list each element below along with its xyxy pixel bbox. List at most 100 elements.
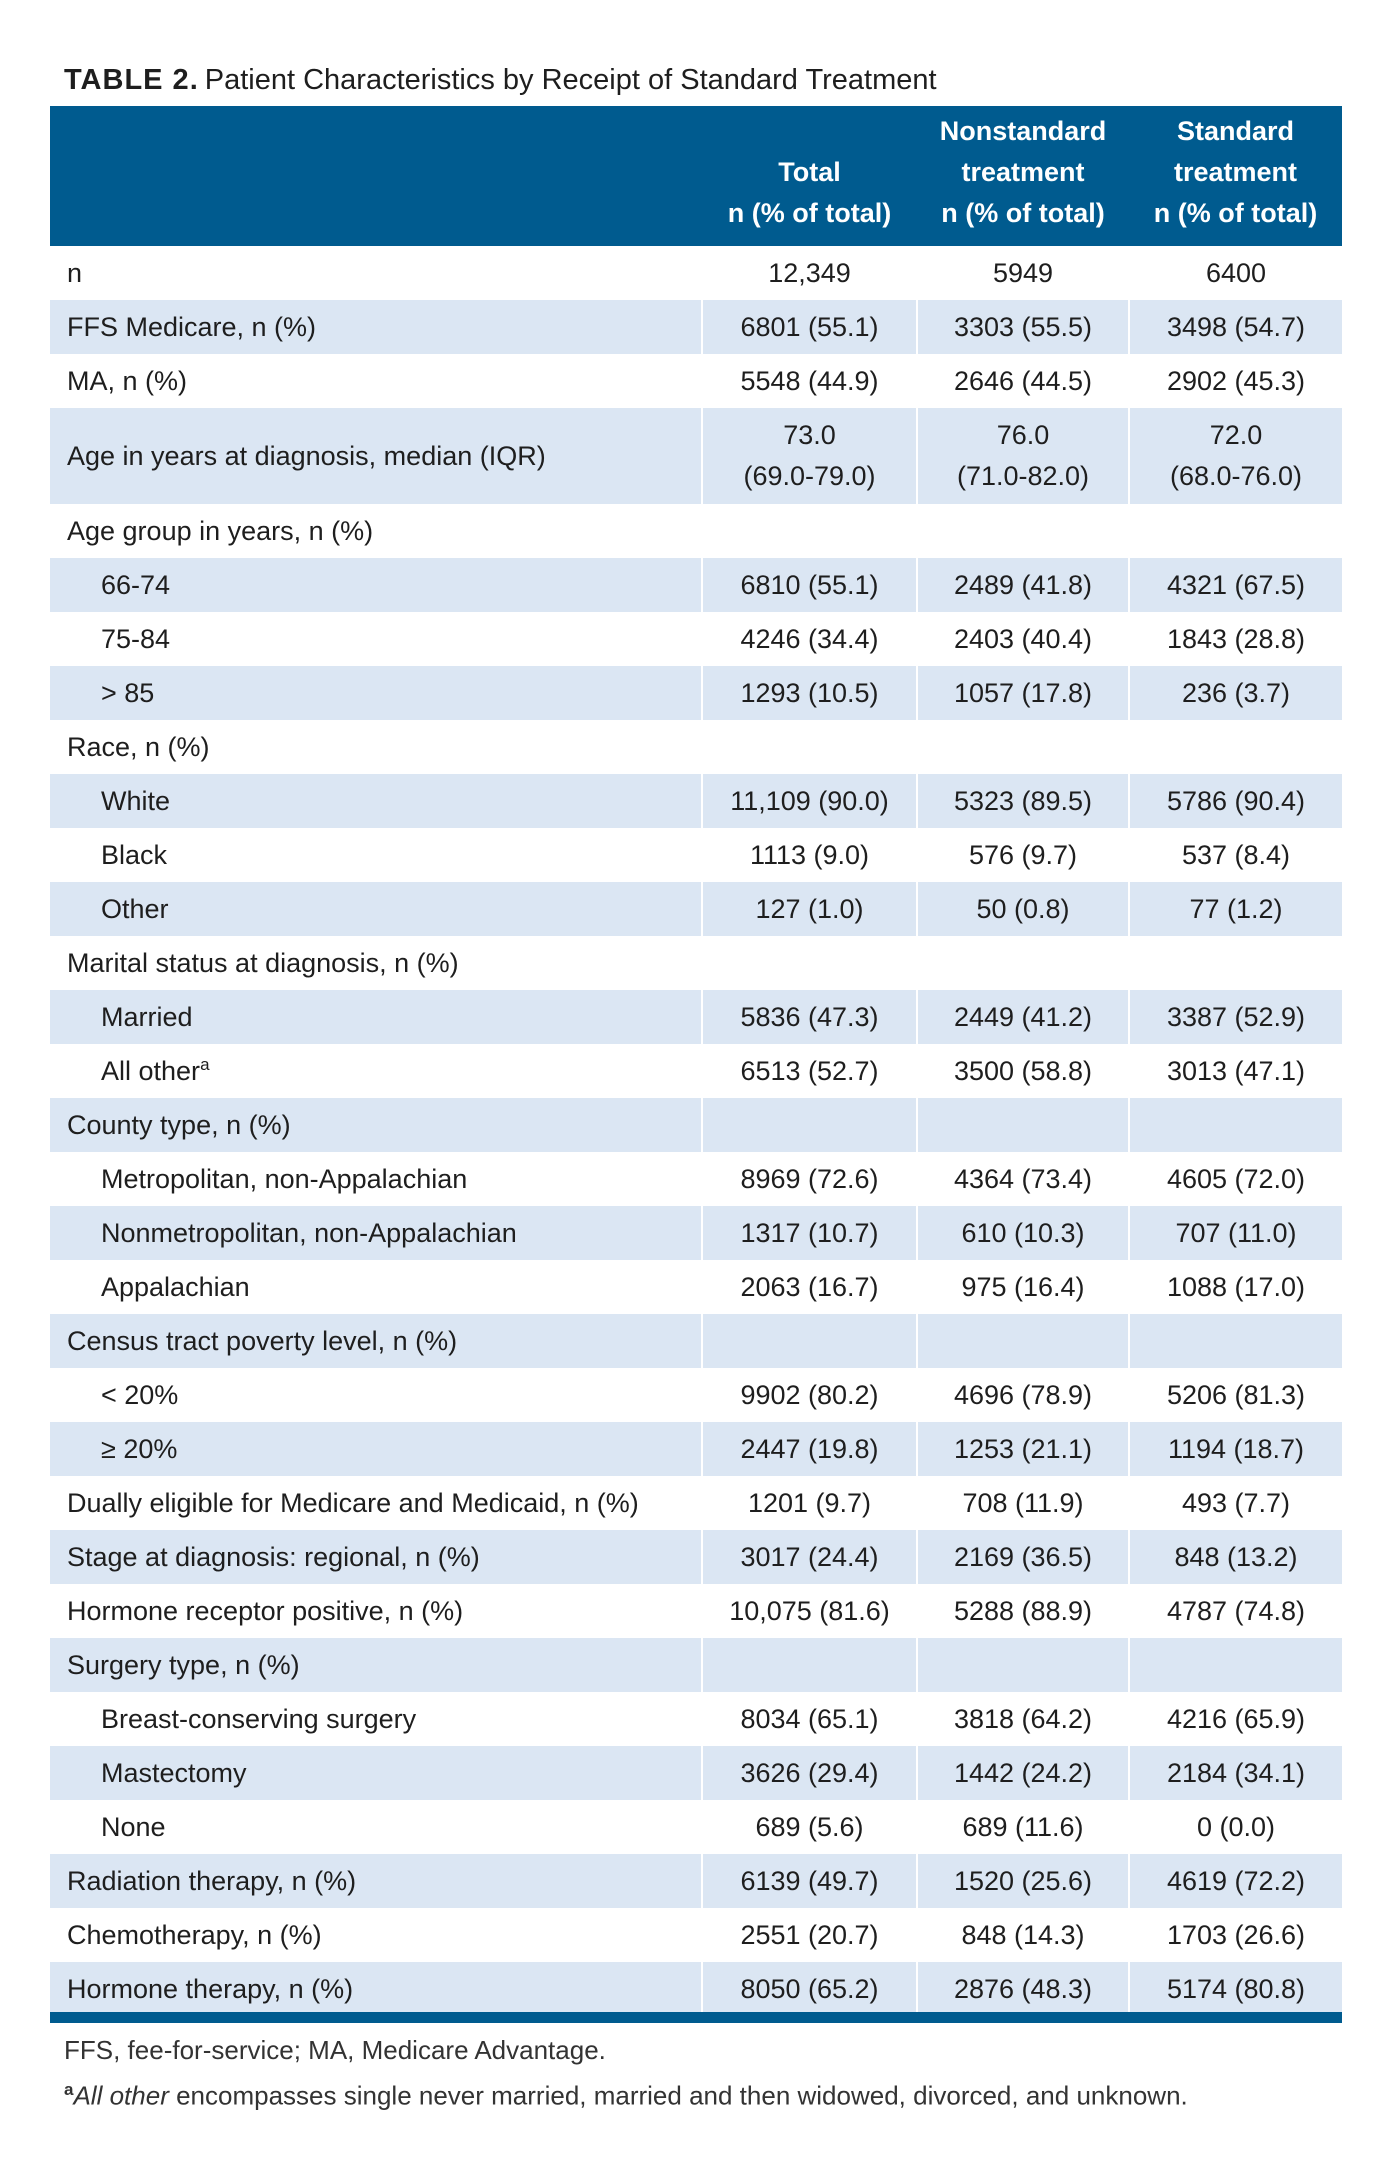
cell-standard bbox=[1128, 936, 1342, 990]
cell-total: 3017 (24.4) bbox=[701, 1530, 917, 1584]
cell-nonstandard: 975 (16.4) bbox=[916, 1260, 1129, 1314]
header-row: Total n (% of total) Nonstandard treatment n… bbox=[50, 106, 1342, 246]
row-label: Hormone therapy, n (%) bbox=[50, 1962, 702, 2016]
row-label: None bbox=[50, 1800, 702, 1854]
cell-standard: 707 (11.0) bbox=[1128, 1206, 1342, 1260]
cell-standard: 1194 (18.7) bbox=[1128, 1422, 1342, 1476]
cell-total: 8034 (65.1) bbox=[701, 1692, 917, 1746]
cell-total: 6513 (52.7) bbox=[701, 1044, 917, 1098]
cell-standard: 0 (0.0) bbox=[1128, 1800, 1342, 1854]
cell-standard: 5174 (80.8) bbox=[1128, 1962, 1342, 2016]
row-label: Breast-conserving surgery bbox=[50, 1692, 702, 1746]
cell-nonstandard: 1253 (21.1) bbox=[916, 1422, 1129, 1476]
cell-nonstandard: 5323 (89.5) bbox=[916, 774, 1129, 828]
table-row: Hormone therapy, n (%) 8050 (65.2) 2876 (4… bbox=[50, 1962, 1342, 2016]
cell-nonstandard: 1442 (24.2) bbox=[916, 1746, 1129, 1800]
cell-standard: 5206 (81.3) bbox=[1128, 1368, 1342, 1422]
row-label: Stage at diagnosis: regional, n (%) bbox=[50, 1530, 702, 1584]
table-row: Stage at diagnosis: regional, n (%) 3017 … bbox=[50, 1530, 1342, 1584]
cell-total: 8969 (72.6) bbox=[701, 1152, 917, 1206]
table-row: County type, n (%) bbox=[50, 1098, 1342, 1152]
cell-total bbox=[701, 720, 917, 774]
cell-standard: 3387 (52.9) bbox=[1128, 990, 1342, 1044]
cell-nonstandard: 4364 (73.4) bbox=[916, 1152, 1129, 1206]
cell-total bbox=[701, 1638, 917, 1692]
cell-nonstandard: 2646 (44.5) bbox=[916, 354, 1129, 408]
table-row: Black 1113 (9.0) 576 (9.7) 537 (8.4) bbox=[50, 828, 1342, 882]
table-row: All othera 6513 (52.7) 3500 (58.8) 3013 (47… bbox=[50, 1044, 1342, 1098]
cell-total: 3626 (29.4) bbox=[701, 1746, 917, 1800]
cell-standard: 4605 (72.0) bbox=[1128, 1152, 1342, 1206]
cell-total bbox=[701, 1098, 917, 1152]
row-label-text: Married bbox=[101, 1001, 193, 1032]
footnote-italic-term: All other bbox=[73, 2080, 169, 2111]
row-label-text: Black bbox=[101, 839, 168, 870]
table-body: n 12,349 5949 6400 FFS Medicare, n (%) 6801 (… bbox=[50, 246, 1342, 2016]
row-label-text: MA, n (%) bbox=[67, 365, 188, 396]
cell-line: 73.0 bbox=[783, 420, 836, 450]
header-label bbox=[50, 106, 702, 246]
abbreviations-footnote: FFS, fee-for-service; MA, Medicare Advan… bbox=[64, 2035, 606, 2065]
cell-nonstandard: 848 (14.3) bbox=[916, 1908, 1129, 1962]
row-label: Married bbox=[50, 990, 702, 1044]
row-label-text: Age in years at diagnosis, median (IQR) bbox=[67, 440, 546, 471]
row-label: Age in years at diagnosis, median (IQR) bbox=[50, 408, 702, 504]
table-row: Metropolitan, non-Appalachian 8969 (72.6)… bbox=[50, 1152, 1342, 1206]
row-label-text: County type, n (%) bbox=[67, 1109, 291, 1140]
row-label-text: Nonmetropolitan, non-Appalachian bbox=[101, 1217, 517, 1248]
row-label: County type, n (%) bbox=[50, 1098, 702, 1152]
table-caption: TABLE 2. Patient Characteristics by Recei… bbox=[64, 62, 937, 98]
cell-nonstandard: 50 (0.8) bbox=[916, 882, 1129, 936]
table-row: Breast-conserving surgery 8034 (65.1) 3818… bbox=[50, 1692, 1342, 1746]
cell-total: 689 (5.6) bbox=[701, 1800, 917, 1854]
cell-total bbox=[701, 1314, 917, 1368]
cell-standard bbox=[1128, 1098, 1342, 1152]
cell-total: 1317 (10.7) bbox=[701, 1206, 917, 1260]
row-label: Nonmetropolitan, non-Appalachian bbox=[50, 1206, 702, 1260]
table-title: Patient Characteristics by Receipt of St… bbox=[204, 64, 937, 96]
row-label-text: White bbox=[101, 785, 171, 816]
cell-nonstandard: 2169 (36.5) bbox=[916, 1530, 1129, 1584]
row-label: FFS Medicare, n (%) bbox=[50, 300, 702, 354]
cell-standard: 5786 (90.4) bbox=[1128, 774, 1342, 828]
cell-nonstandard: 76.0 (71.0-82.0) bbox=[916, 408, 1129, 504]
cell-total: 2551 (20.7) bbox=[701, 1908, 917, 1962]
row-label: 75-84 bbox=[50, 612, 702, 666]
table-row: Age in years at diagnosis, median (IQR) 7… bbox=[50, 408, 1342, 504]
row-label-text: Age group in years, n (%) bbox=[67, 515, 374, 546]
row-label-text: All other bbox=[101, 1056, 201, 1086]
header-nonstandard: Nonstandard treatment n (% of total) bbox=[917, 106, 1129, 246]
cell-standard: 493 (7.7) bbox=[1128, 1476, 1342, 1530]
row-label: Dually eligible for Medicare and Medicai… bbox=[50, 1476, 702, 1530]
header-line: Nonstandard bbox=[939, 116, 1107, 146]
cell-standard: 537 (8.4) bbox=[1128, 828, 1342, 882]
row-label-text: Appalachian bbox=[101, 1271, 250, 1302]
footnote-marker: a bbox=[200, 1055, 210, 1074]
table-row: Age group in years, n (%) bbox=[50, 504, 1342, 558]
row-label-text: Hormone therapy, n (%) bbox=[67, 1973, 354, 2004]
row-label-text: Mastectomy bbox=[101, 1757, 247, 1788]
cell-nonstandard: 5288 (88.9) bbox=[916, 1584, 1129, 1638]
cell-total: 5548 (44.9) bbox=[701, 354, 917, 408]
table-row: Hormone receptor positive, n (%) 10,075 (… bbox=[50, 1584, 1342, 1638]
cell-standard: 4321 (67.5) bbox=[1128, 558, 1342, 612]
table-row: Married 5836 (47.3) 2449 (41.2) 3387 (52.9) bbox=[50, 990, 1342, 1044]
header-total: Total n (% of total) bbox=[702, 106, 917, 246]
cell-standard bbox=[1128, 720, 1342, 774]
row-label-text: Breast-conserving surgery bbox=[101, 1703, 417, 1734]
table-row: 75-84 4246 (34.4) 2403 (40.4) 1843 (28.8) bbox=[50, 612, 1342, 666]
header-line: Standard bbox=[1176, 116, 1295, 146]
cell-standard bbox=[1128, 1638, 1342, 1692]
cell-line: 76.0 bbox=[996, 420, 1050, 450]
row-label-text: Census tract poverty level, n (%) bbox=[67, 1325, 458, 1356]
cell-total: 6801 (55.1) bbox=[701, 300, 917, 354]
table-row: > 85 1293 (10.5) 1057 (17.8) 236 (3.7) bbox=[50, 666, 1342, 720]
cell-line: 72.0 bbox=[1209, 420, 1263, 450]
row-label-text: Chemotherapy, n (%) bbox=[67, 1919, 322, 1950]
row-label-text: Other bbox=[101, 893, 169, 924]
row-label-text: 66-74 bbox=[101, 569, 171, 600]
footnote-text: encompasses single never married, marrie… bbox=[168, 2080, 1188, 2111]
table-row: Chemotherapy, n (%) 2551 (20.7) 848 (14.3)… bbox=[50, 1908, 1342, 1962]
row-label: Mastectomy bbox=[50, 1746, 702, 1800]
